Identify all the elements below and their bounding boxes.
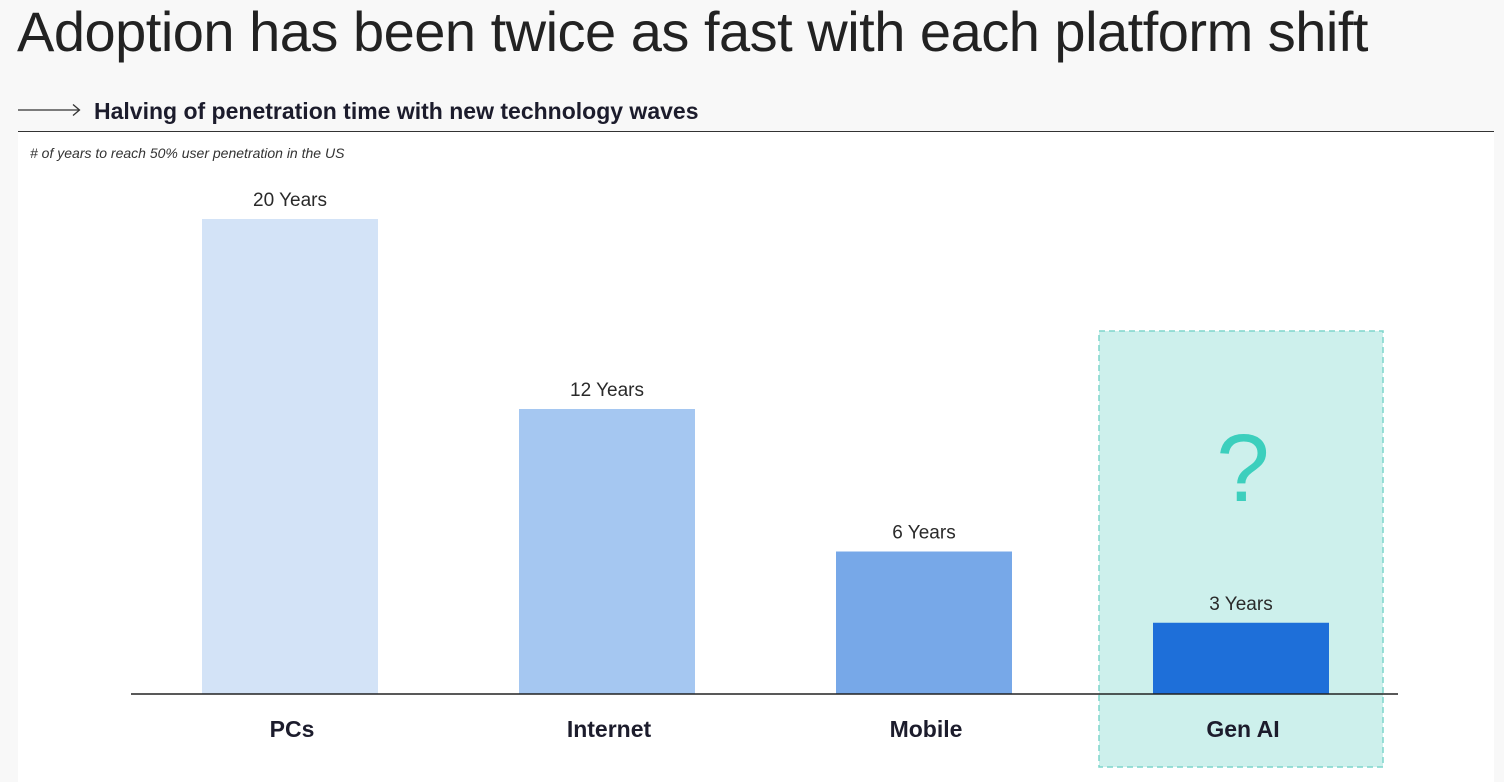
category-label: Internet xyxy=(567,716,652,742)
section-title: Halving of penetration time with new tec… xyxy=(94,98,699,124)
chart-panel: # of years to reach 50% user penetration… xyxy=(18,132,1494,782)
section-header: Halving of penetration time with new tec… xyxy=(18,96,1494,132)
bar-chart: ? 20 Years PCs 12 Years Internet 6 Years Mobil… xyxy=(131,190,1398,768)
highlight-annotation: ? xyxy=(1216,415,1269,522)
bar-pcs xyxy=(202,219,378,694)
highlight-box xyxy=(1098,330,1384,768)
data-label: 12 Years xyxy=(570,380,644,401)
bar-mobile xyxy=(836,551,1012,694)
category-label: Mobile xyxy=(890,716,963,742)
right-arrow-icon xyxy=(18,104,81,116)
category-label: PCs xyxy=(270,716,315,742)
data-label: 3 Years xyxy=(1209,594,1272,615)
category-label: Gen AI xyxy=(1206,716,1279,742)
data-label: 6 Years xyxy=(892,523,955,544)
bar-internet xyxy=(519,409,695,694)
page-title: Adoption has been twice as fast with eac… xyxy=(17,0,1368,63)
bar-gen-ai xyxy=(1153,622,1329,694)
chart-subtitle: # of years to reach 50% user penetration… xyxy=(30,145,345,161)
data-label: 20 Years xyxy=(253,190,327,211)
